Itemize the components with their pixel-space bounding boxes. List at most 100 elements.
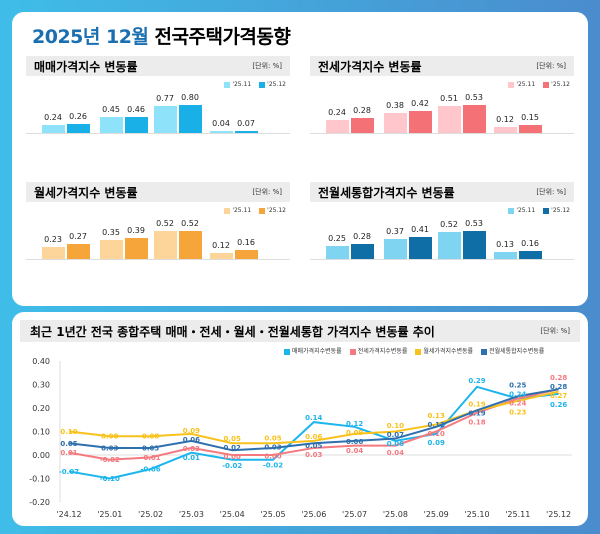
bar: [438, 231, 461, 259]
data-label: 0.19: [468, 410, 485, 418]
data-label: 0.10: [387, 422, 404, 430]
summary-card: 2025년 12월 전국주택가격동향 매매가격지수 변동률 [단위: %] '25.…: [12, 12, 588, 325]
data-label: -0.02: [222, 462, 242, 470]
data-label: 0.03: [101, 444, 118, 452]
panel-title: 월세가격지수 변동률: [34, 185, 138, 200]
bar-value: 0.80: [181, 93, 199, 102]
bar: [179, 105, 202, 133]
x-tick-label: '25.07: [342, 510, 367, 519]
bar-group: 0.52 0.52: [154, 216, 202, 259]
monthly-rent-panel: 월세가격지수 변동률[단위: %]'25.11'25.120.230.27전국0…: [26, 182, 290, 325]
panel-header: 월세가격지수 변동률 [단위: %]: [26, 182, 290, 202]
data-label: 0.09: [183, 427, 200, 435]
data-label: 0.23: [509, 409, 526, 417]
bar: [154, 231, 177, 259]
bar-value: 0.04: [212, 119, 230, 128]
data-label: 0.00: [224, 453, 241, 461]
data-label: -0.07: [59, 468, 79, 476]
x-tick-label: '24.12: [56, 510, 81, 519]
data-label: 0.10: [60, 428, 77, 436]
panel-legend: '25.11 '25.12: [224, 207, 286, 214]
legend-item: '25.11: [224, 207, 251, 214]
data-label: 0.05: [224, 435, 241, 443]
legend-swatch: [259, 207, 266, 214]
bar-group: 0.52 0.53: [438, 216, 486, 259]
bar: [351, 118, 374, 133]
bar: [100, 117, 123, 133]
x-tick-label: '25.10: [464, 510, 489, 519]
data-label: 0.05: [305, 442, 322, 450]
data-label: 0.24: [509, 400, 526, 408]
bar-value: 0.53: [465, 219, 483, 228]
bar: [326, 245, 349, 259]
bar-group: 0.24 0.26: [42, 90, 90, 133]
data-label: 0.28: [550, 383, 567, 391]
legend-item: 매매가격지수변동률: [284, 346, 342, 355]
bar-value: 0.38: [386, 100, 404, 110]
unit-label: [단위: %]: [536, 62, 566, 70]
bar-group: 0.38 0.42: [384, 90, 432, 133]
data-label: -0.06: [141, 466, 161, 474]
x-tick-label: '25.01: [97, 510, 122, 519]
y-tick-label: -0.20: [29, 498, 50, 507]
data-label: 0.03: [264, 443, 281, 451]
bar-value: 0.13: [496, 240, 514, 250]
panel-legend: '25.11 '25.12: [508, 81, 570, 88]
y-tick-label: 0.40: [32, 357, 50, 366]
bar-group: 0.77 0.80: [154, 90, 202, 133]
data-label: 0.12: [346, 420, 363, 428]
data-label: 0.05: [264, 434, 281, 442]
bar: [384, 239, 407, 259]
x-tick-label: '25.11: [505, 510, 530, 519]
bar-plot: 0.240.28전국0.380.42수도권0.510.53서울0.120.15지…: [310, 90, 574, 199]
data-label: 0.08: [142, 433, 159, 441]
data-label: 0.24: [509, 391, 526, 399]
data-label: 0.14: [305, 414, 322, 422]
bar: [235, 130, 258, 133]
bar: [463, 231, 486, 259]
bar: [519, 250, 542, 259]
legend-item: 월세가격지수변동률: [415, 346, 473, 355]
x-tick-label: '25.03: [179, 510, 204, 519]
bar-value: 0.52: [440, 219, 458, 229]
legend-swatch: [543, 81, 550, 88]
bar-value: 0.24: [44, 112, 62, 122]
legend-item: '25.11: [508, 81, 535, 88]
bar: [384, 112, 407, 133]
bar: [67, 123, 90, 133]
unit-label: [단위: %]: [252, 188, 282, 196]
bar-value: 0.26: [69, 111, 87, 121]
bar: [210, 252, 233, 259]
bar: [409, 110, 432, 133]
x-tick-label: '25.04: [220, 510, 245, 519]
x-tick-label: '25.12: [546, 510, 571, 519]
data-label: 0.09: [428, 439, 445, 447]
data-label: -0.10: [100, 475, 120, 483]
data-label: 0.03: [305, 451, 322, 459]
y-tick-label: 0.30: [32, 381, 50, 390]
bar-value: 0.27: [69, 232, 87, 242]
bar: [351, 244, 374, 259]
bar: [438, 106, 461, 133]
legend-item: '25.12: [543, 207, 570, 214]
bar-group: 0.12 0.16: [210, 216, 258, 259]
data-label: 0.09: [346, 429, 363, 437]
data-label: 0.12: [428, 421, 445, 429]
panel-title: 매매가격지수 변동률: [34, 59, 138, 74]
legend-item: '25.11: [508, 207, 535, 214]
bar-value: 0.51: [440, 94, 458, 104]
bar: [100, 240, 123, 259]
bar-value: 0.53: [465, 93, 483, 102]
bar-value: 0.16: [237, 238, 255, 248]
bar: [125, 116, 148, 133]
chart-title: 최근 1년간 전국 종합주택 매매・전세・월세・전월세통합 가격지수 변동률 추…: [30, 324, 435, 339]
bar: [210, 131, 233, 133]
bar-value: 0.12: [212, 240, 230, 250]
data-label: 0.10: [428, 430, 445, 438]
data-label: 0.06: [387, 440, 404, 448]
data-label: 0.07: [387, 431, 404, 439]
bar: [42, 124, 65, 133]
y-tick-label: 0.10: [32, 428, 50, 437]
legend-swatch: [508, 207, 515, 214]
bar-group: 0.45 0.46: [100, 90, 148, 133]
